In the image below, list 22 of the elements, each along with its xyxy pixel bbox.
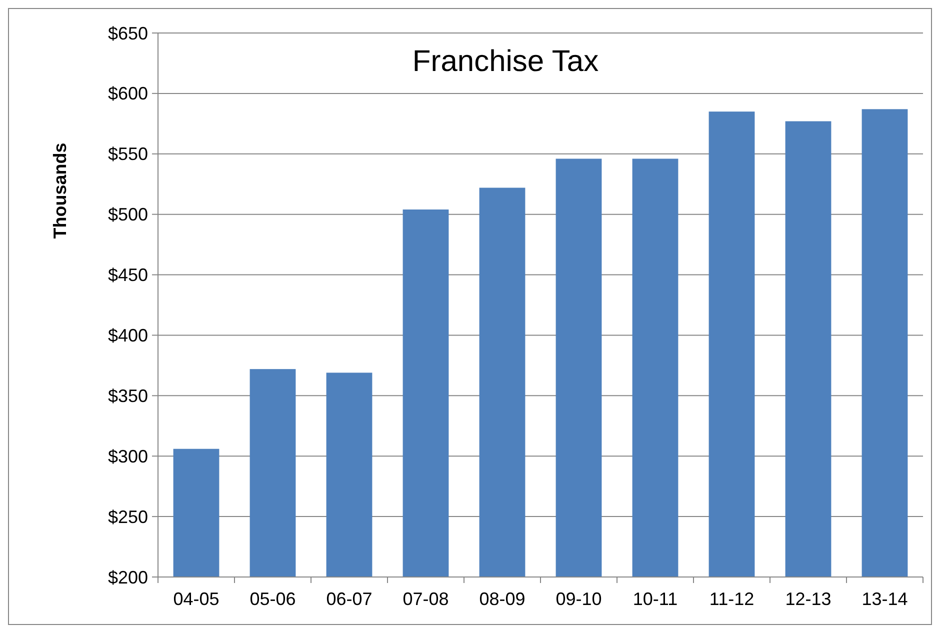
y-tick-label: $350 xyxy=(108,386,148,406)
y-tick-label: $600 xyxy=(108,84,148,104)
chart-title: Franchise Tax xyxy=(412,45,599,78)
x-tick-label: 13-14 xyxy=(862,589,908,609)
x-tick-label: 08-09 xyxy=(479,589,526,609)
x-tick-label: 04-05 xyxy=(173,589,220,609)
y-tick-label: $500 xyxy=(108,204,148,225)
x-tick-label: 11-12 xyxy=(709,589,754,609)
y-tick-label: $250 xyxy=(108,506,148,527)
x-tick-label: 10-11 xyxy=(632,589,678,609)
y-axis-title: Thousands xyxy=(50,142,70,239)
x-tick-label: 09-10 xyxy=(556,589,602,609)
y-tick-label: $550 xyxy=(108,144,148,164)
x-tick-label: 07-08 xyxy=(402,589,449,609)
x-tick-label: 06-07 xyxy=(326,589,372,609)
y-tick-label: $450 xyxy=(108,265,148,286)
y-tick-label: $400 xyxy=(108,326,148,346)
y-tick-label: $300 xyxy=(108,446,148,466)
x-tick-label: 12-13 xyxy=(785,589,832,609)
y-tick-label: $650 xyxy=(108,23,148,44)
y-tick-label: $200 xyxy=(108,567,148,588)
x-tick-label: 05-06 xyxy=(250,589,296,609)
